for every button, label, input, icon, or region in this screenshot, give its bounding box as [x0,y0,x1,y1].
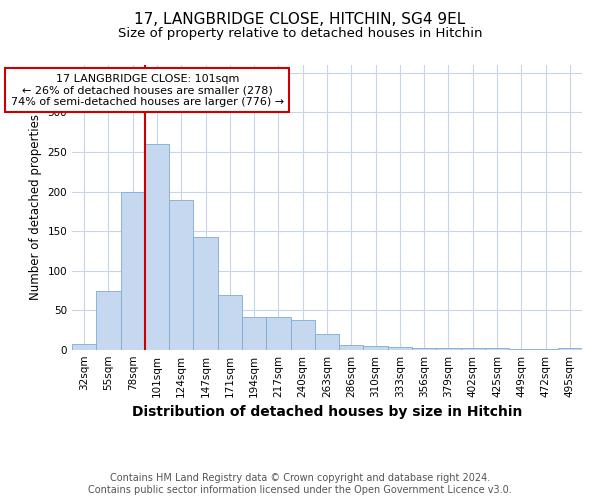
X-axis label: Distribution of detached houses by size in Hitchin: Distribution of detached houses by size … [132,406,522,419]
Bar [290,320,315,350]
Bar [96,290,121,350]
Text: Size of property relative to detached houses in Hitchin: Size of property relative to detached ho… [118,28,482,40]
Bar [461,348,485,350]
Bar [121,192,145,350]
Bar [388,347,412,350]
Text: 17, LANGBRIDGE CLOSE, HITCHIN, SG4 9EL: 17, LANGBRIDGE CLOSE, HITCHIN, SG4 9EL [134,12,466,28]
Text: Contains HM Land Registry data © Crown copyright and database right 2024.
Contai: Contains HM Land Registry data © Crown c… [88,474,512,495]
Bar [315,334,339,350]
Bar [339,346,364,350]
Bar [436,348,461,350]
Bar [218,294,242,350]
Bar [193,237,218,350]
Bar [72,344,96,350]
Bar [364,346,388,350]
Bar [242,317,266,350]
Text: 17 LANGBRIDGE CLOSE: 101sqm
← 26% of detached houses are smaller (278)
74% of se: 17 LANGBRIDGE CLOSE: 101sqm ← 26% of det… [11,74,284,107]
Bar [509,349,533,350]
Bar [266,317,290,350]
Bar [558,348,582,350]
Bar [412,348,436,350]
Bar [145,144,169,350]
Y-axis label: Number of detached properties: Number of detached properties [29,114,42,300]
Bar [533,349,558,350]
Bar [169,200,193,350]
Bar [485,348,509,350]
